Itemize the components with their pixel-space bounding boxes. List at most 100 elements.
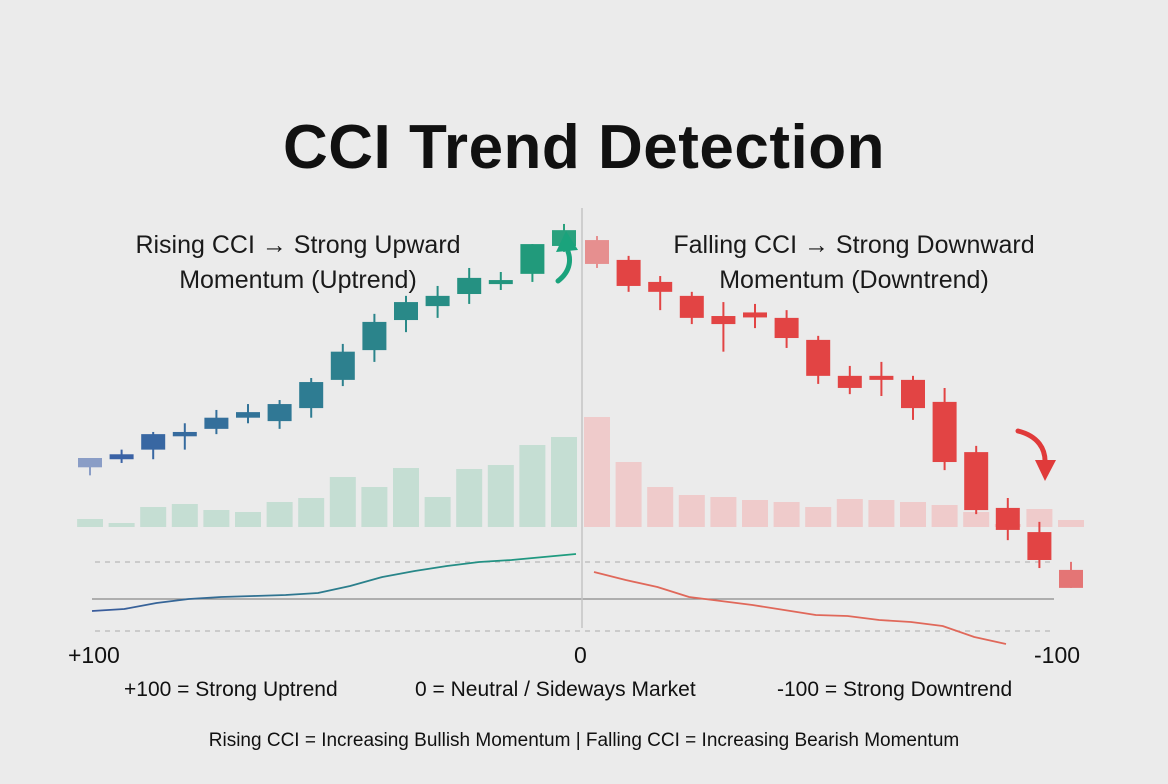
cci-lines bbox=[91, 553, 1007, 645]
volume-bar-down bbox=[710, 497, 737, 527]
volume-bar-up bbox=[235, 512, 261, 527]
volume-bar-down bbox=[836, 499, 863, 527]
bull-candle-body bbox=[330, 351, 355, 380]
volume-bar-up bbox=[487, 465, 514, 527]
volume-bar-down bbox=[931, 505, 958, 527]
bear-candle-body bbox=[837, 375, 862, 388]
bull-candle bbox=[299, 378, 324, 418]
bull-candle-body bbox=[109, 454, 134, 460]
cci-line-falling bbox=[593, 571, 1007, 645]
bear-candle-body bbox=[932, 401, 957, 463]
uptrend-note-line2: Momentum (Uptrend) bbox=[179, 266, 417, 294]
volume-bar-down bbox=[868, 500, 895, 527]
bear-candle-body bbox=[711, 316, 736, 325]
up-arrow-icon bbox=[555, 231, 578, 284]
bull-candle bbox=[78, 458, 102, 476]
bull-candle bbox=[457, 267, 482, 304]
bull-candle bbox=[330, 343, 355, 387]
bull-candle bbox=[204, 409, 229, 435]
bull-candle bbox=[109, 449, 134, 463]
legend-uptrend: +100 = Strong Uptrend bbox=[124, 678, 338, 701]
volume-bar-up bbox=[361, 487, 388, 527]
bull-candle bbox=[488, 272, 513, 290]
candlesticks bbox=[78, 223, 1083, 588]
bear-candle bbox=[711, 302, 736, 352]
volume-bar-up bbox=[298, 498, 325, 527]
bull-candle-body bbox=[488, 280, 513, 285]
downtrend-note-line1: Falling CCI → Strong Downward bbox=[673, 231, 1035, 259]
bear-candle-body bbox=[743, 312, 767, 318]
bull-candle bbox=[425, 285, 450, 318]
bull-candle-body bbox=[204, 417, 229, 429]
bear-candle-body bbox=[869, 375, 894, 380]
volume-bar-up bbox=[266, 502, 293, 527]
bull-candle-body bbox=[394, 302, 418, 321]
volume-bar-up bbox=[171, 504, 198, 527]
volume-bars bbox=[77, 417, 1084, 527]
volume-bar-up bbox=[203, 510, 230, 527]
bear-candle bbox=[837, 365, 862, 395]
axis-label-minus100: -100 bbox=[1034, 642, 1081, 668]
volume-bar-down bbox=[773, 502, 800, 527]
bear-candle-body bbox=[585, 240, 609, 264]
volume-bar-down bbox=[900, 502, 926, 527]
volume-bar-down bbox=[805, 507, 832, 527]
bear-candle bbox=[995, 497, 1020, 541]
bear-candle bbox=[806, 335, 831, 384]
bull-candle bbox=[141, 431, 166, 460]
bull-candle-body bbox=[299, 382, 324, 409]
bear-candle bbox=[964, 445, 989, 515]
bear-candle bbox=[1059, 561, 1083, 588]
bear-candle bbox=[679, 291, 704, 325]
volume-bar-down bbox=[1058, 520, 1084, 527]
uptrend-note: Rising CCI → Strong Upward Momentum (Upt… bbox=[110, 228, 486, 298]
volume-bar-down bbox=[647, 487, 674, 527]
bull-candle-body bbox=[520, 244, 545, 274]
axis-label-zero: 0 bbox=[574, 642, 587, 668]
volume-bar-up bbox=[108, 523, 135, 527]
bear-candle bbox=[616, 255, 641, 292]
bear-candle-body bbox=[774, 317, 799, 339]
volume-bar-down bbox=[742, 500, 768, 527]
cci-grid bbox=[92, 561, 1054, 632]
bull-candle-body bbox=[457, 277, 482, 295]
bull-candle-body bbox=[78, 458, 102, 468]
bull-candle bbox=[362, 313, 387, 362]
bull-candle bbox=[520, 244, 545, 282]
bull-candle-body bbox=[267, 404, 292, 422]
bear-candle-body bbox=[964, 452, 989, 511]
bear-candle-body bbox=[806, 339, 831, 376]
volume-bar-down bbox=[584, 417, 610, 527]
bull-candle-body bbox=[172, 431, 197, 437]
axis-label-plus100: +100 bbox=[68, 642, 120, 668]
bear-candle bbox=[648, 276, 673, 311]
volume-bar-down bbox=[963, 512, 990, 527]
footnote: Rising CCI = Increasing Bullish Momentum… bbox=[208, 730, 960, 751]
bull-candle bbox=[236, 404, 260, 424]
bull-candle-body bbox=[362, 321, 387, 351]
bear-candle bbox=[774, 310, 799, 348]
volume-bar-up bbox=[519, 445, 546, 527]
volume-bar-up bbox=[140, 507, 167, 527]
bear-candle bbox=[932, 387, 957, 471]
bear-candle bbox=[901, 375, 925, 420]
volume-bar-up bbox=[551, 437, 577, 527]
bear-candle-body bbox=[901, 379, 925, 409]
volume-bar-up bbox=[424, 497, 451, 527]
legend-downtrend: -100 = Strong Downtrend bbox=[777, 678, 1013, 701]
down-arrow-icon bbox=[1015, 428, 1056, 481]
cci-line-rising bbox=[91, 553, 577, 612]
bear-candle bbox=[1027, 521, 1052, 569]
bull-candle-body bbox=[425, 295, 450, 307]
bear-candle-body bbox=[648, 281, 673, 292]
bear-candle-body bbox=[1027, 532, 1052, 560]
volume-bar-down bbox=[678, 495, 705, 527]
bear-candle-body bbox=[1059, 569, 1083, 588]
volume-bar-up bbox=[329, 477, 356, 527]
bear-candle-body bbox=[616, 259, 641, 286]
volume-bar-up bbox=[456, 469, 483, 527]
bear-candle-body bbox=[679, 295, 704, 318]
volume-bar-down bbox=[1026, 509, 1053, 527]
